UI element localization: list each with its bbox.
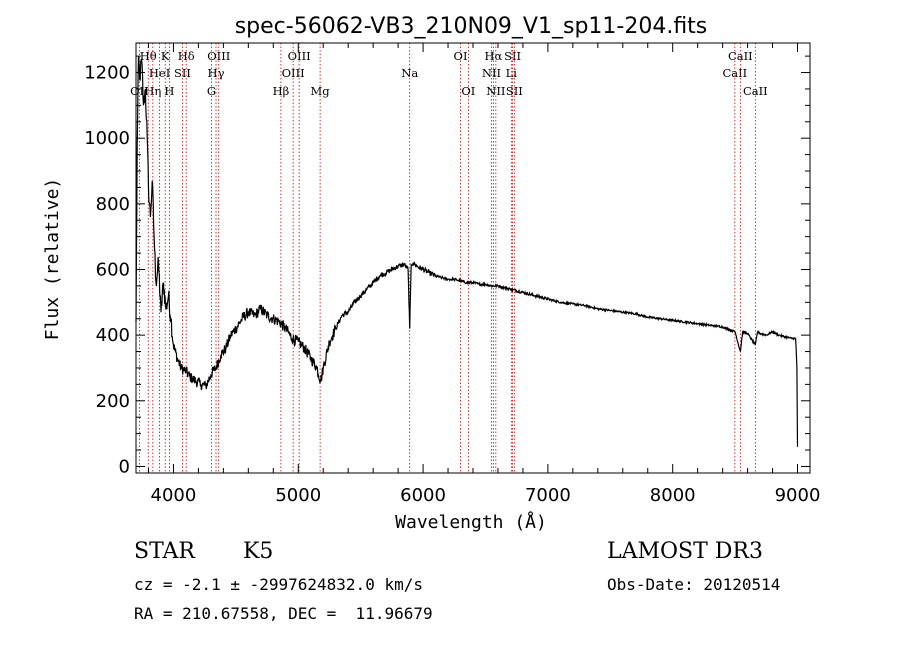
x-tick-label: 8000: [650, 485, 696, 506]
spectral-line-label: OI: [461, 84, 475, 98]
spectral-line-label: G: [207, 84, 216, 98]
spectral-line-label: OIII: [288, 49, 311, 63]
spectral-line-label: Hθ: [140, 49, 157, 63]
y-tick-label: 200: [96, 391, 130, 412]
spectral-line-label: OII: [130, 84, 149, 98]
spectral-line-label: Hδ: [178, 49, 195, 63]
observation-date: Obs-Date: 20120514: [607, 575, 781, 594]
y-tick-label: 800: [96, 194, 130, 215]
x-tick-label: 9000: [775, 485, 821, 506]
y-axis-label: Flux (relative): [42, 178, 63, 341]
spectral-line-label: OIII: [282, 66, 305, 80]
y-tick-label: 0: [119, 456, 130, 477]
spectral-line-label: NII: [486, 84, 505, 98]
plot-frame: [135, 42, 811, 474]
spectral-line-label: Li: [506, 66, 518, 80]
spectral-line-label: Hη: [144, 84, 161, 98]
spectral-line-label: CaII: [728, 49, 753, 63]
y-tick-label: 600: [96, 259, 130, 280]
spectral-line-label: OI: [454, 49, 468, 63]
spectral-line-label: CaII: [722, 66, 747, 80]
object-class: STAR: [134, 539, 195, 564]
ra-dec-coordinates: RA = 210.67558, DEC = 11.96679: [134, 604, 433, 623]
spectral-line-label: Hβ: [273, 84, 290, 98]
spectral-line-label: H: [164, 84, 174, 98]
survey-name: LAMOST DR3: [607, 539, 763, 564]
spectral-line-label: Hα: [484, 49, 502, 63]
spectral-line-label: CaII: [743, 84, 768, 98]
spectral-line-label: OIII: [207, 49, 230, 63]
spectral-line-label: Mg: [311, 84, 331, 98]
spectral-line-label: Hγ: [208, 66, 225, 80]
y-tick-label: 400: [96, 325, 130, 346]
x-tick-label: 5000: [275, 485, 321, 506]
spectral-line-label: HeI: [149, 66, 170, 80]
object-subclass: K5: [243, 539, 274, 564]
spectral-line-label: NII: [482, 66, 501, 80]
spectrum-plot: spec-56062-VB3_210N09_V1_sp11-204.fits O…: [42, 14, 820, 533]
x-tick-label: 7000: [525, 485, 571, 506]
y-tick-label: 1200: [84, 63, 130, 84]
spectral-line-label: K: [161, 49, 170, 63]
redshift-line: cz = -2.1 ± -2997624832.0 km/s: [134, 575, 423, 594]
flux-series-line: [135, 56, 799, 447]
x-tick-label: 4000: [151, 485, 197, 506]
spectral-lines: OIIHθHηHeIKHSIIHδGHγOIIIHβOIIIOIIIMgNaOI…: [130, 43, 768, 473]
spectral-line-label: SII: [174, 66, 191, 80]
spectral-line-label: SII: [504, 49, 521, 63]
chart-title: spec-56062-VB3_210N09_V1_sp11-204.fits: [235, 14, 708, 39]
axis-ticks: 4000 5000 6000 7000 8000 9000 0 200 400 600 800 100…: [84, 43, 820, 506]
x-axis-label: Wavelength (Å): [395, 511, 547, 533]
y-tick-label: 1000: [84, 128, 130, 149]
spectral-line-label: Na: [401, 66, 418, 80]
x-tick-label: 6000: [400, 485, 446, 506]
spectral-line-label: SII: [506, 84, 523, 98]
